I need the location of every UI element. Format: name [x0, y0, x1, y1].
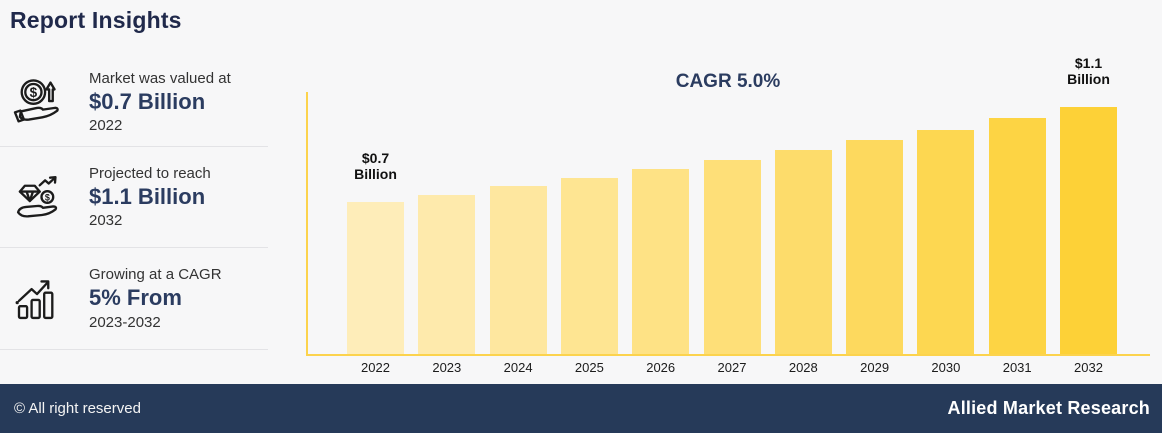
- insight-caption: Growing at a CAGR: [89, 266, 222, 284]
- growth-bar-chart-icon: [8, 272, 66, 326]
- bar-2023: [418, 195, 476, 354]
- x-axis-label: 2024: [503, 360, 533, 375]
- annotation-line: Billion: [1067, 71, 1110, 87]
- annotation-line: Billion: [354, 166, 397, 182]
- x-axis-label: 2022: [361, 360, 390, 375]
- bar-2030: [917, 130, 975, 354]
- insight-text: Projected to reach $1.1 Billion 2032: [89, 165, 211, 229]
- insight-year: 2032: [89, 212, 123, 230]
- insight-value: $0.7 Billion: [89, 88, 206, 114]
- bar-2032: [1060, 107, 1117, 354]
- svg-text:$: $: [30, 85, 38, 100]
- insight-year: 2023-2032: [89, 313, 161, 331]
- bar-2031: [988, 118, 1046, 354]
- x-axis-label: 2030: [931, 360, 961, 375]
- hand-coin-growth-icon: $: [8, 75, 66, 129]
- copyright-text: © All right reserved: [14, 400, 141, 417]
- x-axis-label: 2031: [1002, 360, 1032, 375]
- insight-text: Market was valued at $0.7 Billion 2022: [89, 70, 231, 134]
- insight-item-market-value: $ Market was valued at $0.7 Billion 2022: [0, 58, 268, 147]
- insights-panel: $ Market was valued at $0.7 Billion 2022…: [0, 58, 268, 350]
- annotation-line: $1.1: [1074, 55, 1103, 71]
- hand-diamond-coin-icon: $: [8, 170, 66, 224]
- bar-2024: [489, 186, 547, 354]
- footer: © All right reserved Allied Market Resea…: [0, 384, 1162, 433]
- bar-value-annotation-last: $1.1 Billion: [1067, 55, 1110, 87]
- x-axis-label: 2027: [717, 360, 747, 375]
- insight-item-projection: $ Projected to reach $1.1 Billion 2032: [0, 147, 268, 248]
- bar-2028: [774, 150, 832, 354]
- svg-text:$: $: [45, 193, 50, 203]
- x-axis-label: 2023: [432, 360, 462, 375]
- insight-caption: Projected to reach: [89, 164, 211, 182]
- chart-cagr-title: CAGR 5.0%: [675, 71, 781, 92]
- x-axis-label: 2032: [1074, 360, 1103, 375]
- x-axis-label: 2029: [860, 360, 890, 375]
- annotation-line: $0.7: [361, 150, 390, 166]
- bar-2029: [846, 140, 904, 354]
- insight-value: $1.1 Billion: [89, 183, 206, 209]
- insight-text: Growing at a CAGR 5% From 2023-2032: [89, 266, 222, 330]
- bar-2026: [632, 169, 690, 354]
- bar-2025: [560, 178, 618, 354]
- x-axis-label: 2028: [788, 360, 818, 375]
- x-axis-label: 2026: [646, 360, 676, 375]
- insight-item-cagr: Growing at a CAGR 5% From 2023-2032: [0, 248, 268, 350]
- bar-value-annotation-first: $0.7 Billion: [354, 150, 397, 182]
- insight-year: 2022: [89, 117, 123, 135]
- plot-area: $0.7 Billion $1.1 Billion 2022 2023 2024 20…: [306, 55, 1150, 375]
- x-axis-label: 2025: [574, 360, 604, 375]
- insight-caption: Market was valued at: [89, 69, 231, 87]
- bar-2022: [347, 202, 404, 354]
- bar-2027: [703, 160, 761, 354]
- insight-value: 5% From: [89, 285, 182, 311]
- page-title: Report Insights: [10, 7, 182, 33]
- brand-name: Allied Market Research: [947, 398, 1150, 418]
